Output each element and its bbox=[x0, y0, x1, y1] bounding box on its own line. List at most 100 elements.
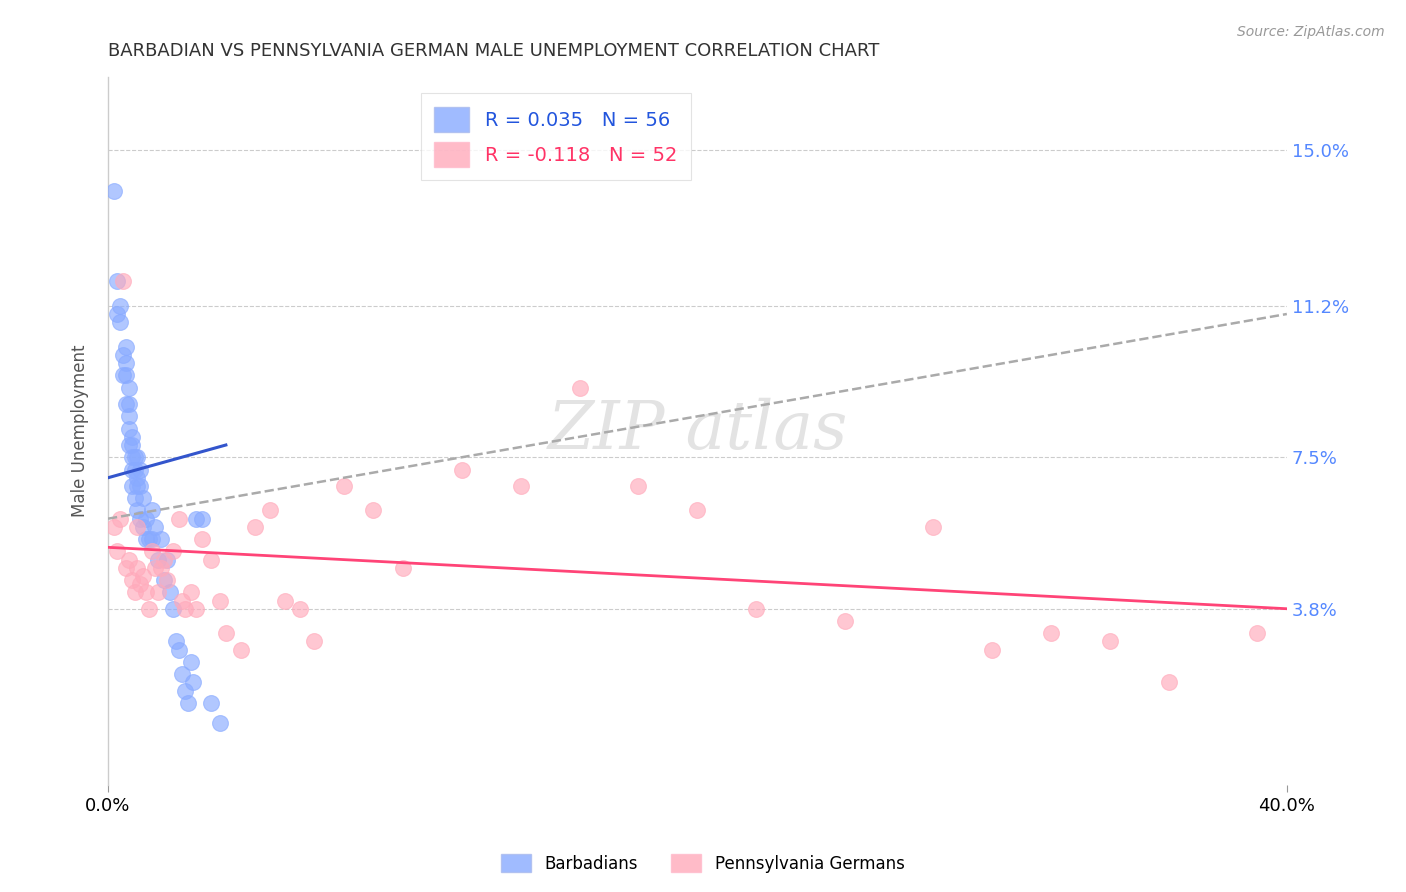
Point bbox=[156, 573, 179, 587]
Point bbox=[114, 397, 136, 411]
Point bbox=[391, 561, 413, 575]
Point bbox=[146, 552, 169, 566]
Point bbox=[150, 561, 173, 575]
Point bbox=[288, 601, 311, 615]
Point bbox=[121, 573, 143, 587]
Point bbox=[124, 450, 146, 465]
Y-axis label: Male Unemployment: Male Unemployment bbox=[72, 344, 89, 517]
Point bbox=[105, 544, 128, 558]
Point bbox=[176, 696, 198, 710]
Point bbox=[117, 552, 139, 566]
Point bbox=[146, 585, 169, 599]
Point bbox=[361, 503, 384, 517]
Point bbox=[114, 368, 136, 383]
Point bbox=[124, 462, 146, 476]
Point bbox=[135, 532, 157, 546]
Point bbox=[114, 356, 136, 370]
Point bbox=[105, 307, 128, 321]
Point bbox=[153, 552, 176, 566]
Point bbox=[114, 340, 136, 354]
Point bbox=[834, 614, 856, 628]
Point bbox=[129, 479, 152, 493]
Point bbox=[686, 503, 709, 517]
Point bbox=[121, 438, 143, 452]
Point bbox=[108, 299, 131, 313]
Point bbox=[117, 422, 139, 436]
Point bbox=[1157, 675, 1180, 690]
Point bbox=[117, 438, 139, 452]
Point bbox=[186, 511, 208, 525]
Point bbox=[127, 471, 149, 485]
Point bbox=[108, 511, 131, 525]
Point bbox=[132, 491, 155, 506]
Point bbox=[127, 450, 149, 465]
Point bbox=[127, 503, 149, 517]
Point bbox=[129, 462, 152, 476]
Point bbox=[103, 520, 125, 534]
Point bbox=[135, 585, 157, 599]
Point bbox=[132, 520, 155, 534]
Point bbox=[1098, 634, 1121, 648]
Point bbox=[191, 532, 214, 546]
Point bbox=[179, 655, 201, 669]
Point bbox=[274, 593, 297, 607]
Point bbox=[135, 511, 157, 525]
Point bbox=[127, 561, 149, 575]
Point bbox=[200, 552, 222, 566]
Point bbox=[143, 561, 166, 575]
Point bbox=[922, 520, 945, 534]
Point bbox=[117, 397, 139, 411]
Point bbox=[159, 585, 181, 599]
Point bbox=[568, 381, 591, 395]
Legend: R = 0.035   N = 56, R = -0.118   N = 52: R = 0.035 N = 56, R = -0.118 N = 52 bbox=[420, 94, 690, 180]
Text: ZIP atlas: ZIP atlas bbox=[547, 398, 848, 463]
Point bbox=[332, 479, 354, 493]
Point bbox=[138, 532, 160, 546]
Point bbox=[229, 642, 252, 657]
Point bbox=[200, 696, 222, 710]
Point bbox=[127, 520, 149, 534]
Point bbox=[124, 585, 146, 599]
Point bbox=[179, 585, 201, 599]
Point bbox=[509, 479, 531, 493]
Legend: Barbadians, Pennsylvania Germans: Barbadians, Pennsylvania Germans bbox=[495, 847, 911, 880]
Point bbox=[103, 184, 125, 198]
Point bbox=[111, 274, 134, 288]
Point bbox=[121, 479, 143, 493]
Point bbox=[108, 315, 131, 329]
Point bbox=[105, 274, 128, 288]
Point bbox=[121, 450, 143, 465]
Point bbox=[111, 348, 134, 362]
Point bbox=[127, 479, 149, 493]
Point bbox=[141, 503, 163, 517]
Point bbox=[245, 520, 267, 534]
Point bbox=[138, 601, 160, 615]
Point bbox=[170, 667, 193, 681]
Point bbox=[114, 561, 136, 575]
Point bbox=[162, 601, 184, 615]
Point bbox=[627, 479, 650, 493]
Point bbox=[208, 593, 231, 607]
Point bbox=[129, 511, 152, 525]
Point bbox=[143, 520, 166, 534]
Point bbox=[1040, 626, 1063, 640]
Text: BARBADIAN VS PENNSYLVANIA GERMAN MALE UNEMPLOYMENT CORRELATION CHART: BARBADIAN VS PENNSYLVANIA GERMAN MALE UN… bbox=[108, 42, 879, 60]
Point bbox=[183, 675, 205, 690]
Point bbox=[167, 642, 190, 657]
Point bbox=[117, 381, 139, 395]
Point bbox=[156, 552, 179, 566]
Point bbox=[170, 593, 193, 607]
Point bbox=[121, 430, 143, 444]
Point bbox=[745, 601, 768, 615]
Point bbox=[981, 642, 1004, 657]
Point bbox=[121, 462, 143, 476]
Point bbox=[150, 532, 173, 546]
Point bbox=[111, 368, 134, 383]
Point bbox=[141, 532, 163, 546]
Point bbox=[304, 634, 326, 648]
Point bbox=[450, 462, 472, 476]
Point bbox=[124, 491, 146, 506]
Point bbox=[167, 511, 190, 525]
Point bbox=[259, 503, 281, 517]
Point bbox=[1246, 626, 1268, 640]
